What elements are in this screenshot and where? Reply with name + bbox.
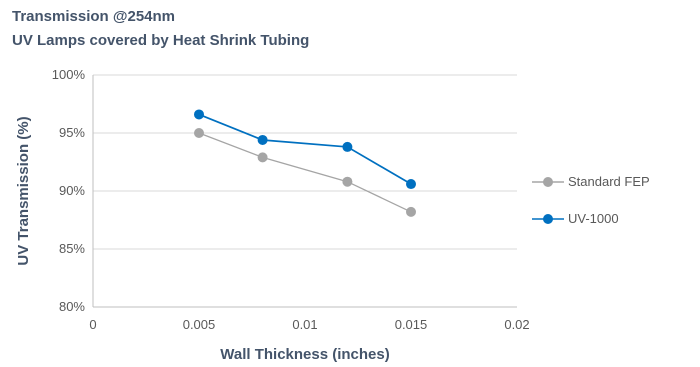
data-point xyxy=(406,206,416,217)
y-tick-label: 100% xyxy=(52,67,86,82)
legend-item: Standard FEP xyxy=(532,174,650,189)
series-1 xyxy=(194,109,416,190)
chart-title: Transmission @254nm xyxy=(12,8,176,25)
y-tick-label: 85% xyxy=(59,241,85,256)
data-point xyxy=(194,109,204,120)
legend-swatch-marker xyxy=(543,214,553,224)
data-point xyxy=(342,176,353,187)
legend-label: Standard FEP xyxy=(568,174,650,189)
legend-swatch-marker xyxy=(543,177,553,187)
legend-label: UV-1000 xyxy=(568,211,619,226)
data-point xyxy=(257,134,268,145)
data-point xyxy=(257,152,268,163)
series-0 xyxy=(194,128,416,217)
x-tick-label: 0.01 xyxy=(292,317,317,332)
y-tick-label: 80% xyxy=(59,299,85,314)
x-tick-labels: 0 0.005 0.01 0.015 0.02 xyxy=(89,317,529,332)
data-point xyxy=(194,128,204,138)
legend-item: UV-1000 xyxy=(532,211,619,226)
y-tick-label: 90% xyxy=(59,183,85,198)
series-line xyxy=(198,132,412,213)
data-point xyxy=(342,141,353,152)
x-axis-title: Wall Thickness (inches) xyxy=(220,346,390,363)
x-tick-label: 0.015 xyxy=(395,317,428,332)
x-tick-label: 0 xyxy=(89,317,96,332)
x-tick-label: 0.005 xyxy=(183,317,216,332)
series-layer xyxy=(194,109,416,217)
y-tick-labels: 80% 85% 90% 95% 100% xyxy=(52,67,86,314)
gridlines xyxy=(93,74,517,250)
chart-subtitle: UV Lamps covered by Heat Shrink Tubing xyxy=(12,32,310,49)
x-tick-label: 0.02 xyxy=(504,317,529,332)
legend: Standard FEP UV-1000 xyxy=(532,174,650,226)
data-point xyxy=(406,179,416,190)
y-axis-title: UV Transmission (%) xyxy=(15,116,32,265)
y-tick-label: 95% xyxy=(59,125,85,140)
axes xyxy=(92,75,517,308)
series-line xyxy=(198,113,412,185)
